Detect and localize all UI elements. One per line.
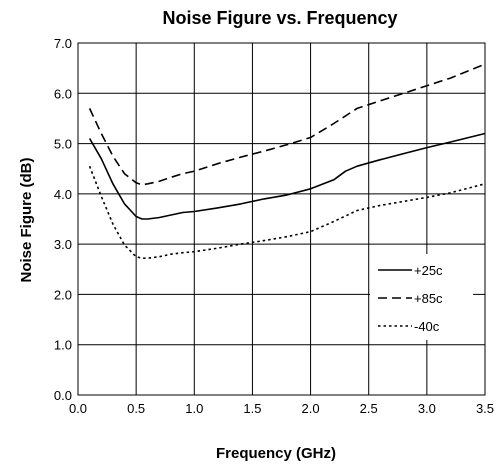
gridlines [77, 42, 486, 396]
y-tick-label: 7.0 [54, 36, 72, 51]
x-tick-label: 0.0 [69, 401, 87, 416]
series-line-25c [88, 132, 486, 220]
x-tick-label: 1.5 [243, 401, 261, 416]
x-tick-labels: 0.0 0.5 1.0 1.5 2.0 2.5 3.0 3.5 [69, 401, 494, 416]
y-tick-label: 4.0 [54, 187, 72, 202]
series-lines [88, 63, 486, 260]
legend-box [370, 254, 473, 340]
y-tick-label: 6.0 [54, 86, 72, 101]
legend-label: +25c [414, 263, 443, 278]
y-tick-label: 3.0 [54, 237, 72, 252]
x-tick-label: 3.5 [476, 401, 494, 416]
x-tick-label: 0.5 [127, 401, 145, 416]
x-axis-title: Frequency (GHz) [216, 445, 336, 462]
y-tick-label: 0.0 [54, 388, 72, 403]
y-tick-label: 2.0 [54, 287, 72, 302]
y-tick-label: 5.0 [54, 137, 72, 152]
series-line-85c [88, 63, 486, 186]
legend: +25c +85c -40c [370, 254, 473, 340]
x-tick-label: 3.0 [418, 401, 436, 416]
legend-label: -40c [414, 319, 440, 334]
x-tick-label: 1.0 [185, 401, 203, 416]
y-tick-labels: 0.0 1.0 2.0 3.0 4.0 5.0 6.0 7.0 [54, 36, 72, 403]
y-axis-title: Noise Figure (dB) [18, 157, 35, 282]
plot-area [77, 42, 486, 396]
chart-title: Noise Figure vs. Frequency [162, 8, 397, 28]
legend-label: +85c [414, 291, 443, 306]
x-tick-label: 2.5 [360, 401, 378, 416]
y-tick-label: 1.0 [54, 338, 72, 353]
x-tick-label: 2.0 [302, 401, 320, 416]
